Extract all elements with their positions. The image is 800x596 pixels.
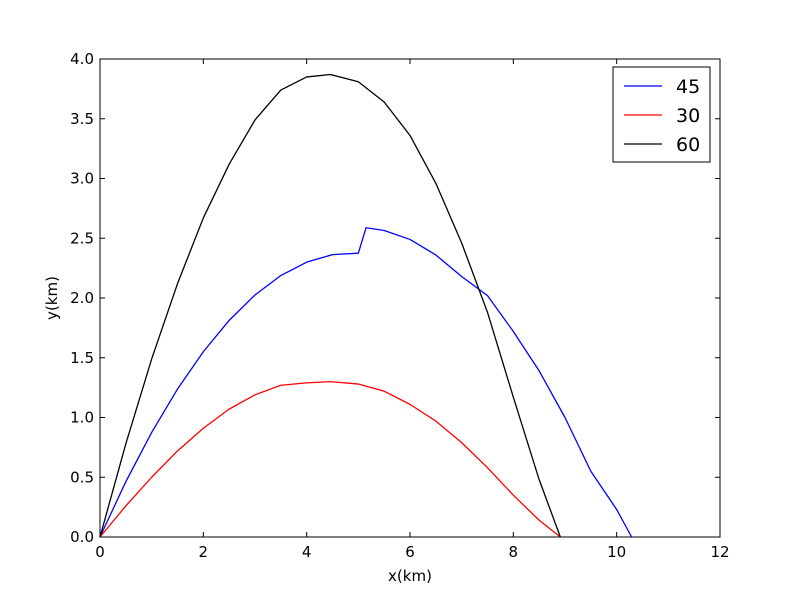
legend-label: 30 bbox=[676, 105, 700, 127]
series-layer bbox=[99, 73, 633, 538]
y-tick-label: 3.5 bbox=[70, 110, 94, 128]
ticks-layer: 0 2 4 6 8 10 12 0.0 0.5 1.0 1.5 2.0 2.5 3.0 3.5 4.0 bbox=[70, 50, 729, 561]
series-line-60 bbox=[99, 73, 561, 538]
y-tick-label: 2.5 bbox=[70, 229, 94, 247]
y-axis-label: y(km) bbox=[43, 276, 61, 320]
legend-label: 45 bbox=[676, 76, 700, 98]
x-tick-label: 6 bbox=[405, 543, 415, 561]
legend-label: 60 bbox=[676, 134, 700, 156]
x-tick-label: 4 bbox=[302, 543, 312, 561]
x-tick-label: 8 bbox=[509, 543, 519, 561]
series-line-30 bbox=[99, 380, 561, 538]
y-tick-label: 4.0 bbox=[70, 50, 94, 68]
x-tick-label: 2 bbox=[199, 543, 209, 561]
y-tick-label: 1.0 bbox=[70, 409, 94, 427]
x-tick-label: 12 bbox=[710, 543, 729, 561]
y-tick-label: 2.0 bbox=[70, 289, 94, 307]
x-tick-label: 10 bbox=[607, 543, 626, 561]
series-line-45 bbox=[99, 227, 633, 538]
y-tick-label: 0.0 bbox=[70, 528, 94, 546]
x-tick-label: 0 bbox=[95, 543, 105, 561]
y-tick-label: 3.0 bbox=[70, 170, 94, 188]
y-tick-label: 0.5 bbox=[70, 468, 94, 486]
legend: 45 30 60 bbox=[612, 66, 711, 163]
y-tick-label: 1.5 bbox=[70, 349, 94, 367]
x-axis-label: x(km) bbox=[388, 567, 432, 585]
